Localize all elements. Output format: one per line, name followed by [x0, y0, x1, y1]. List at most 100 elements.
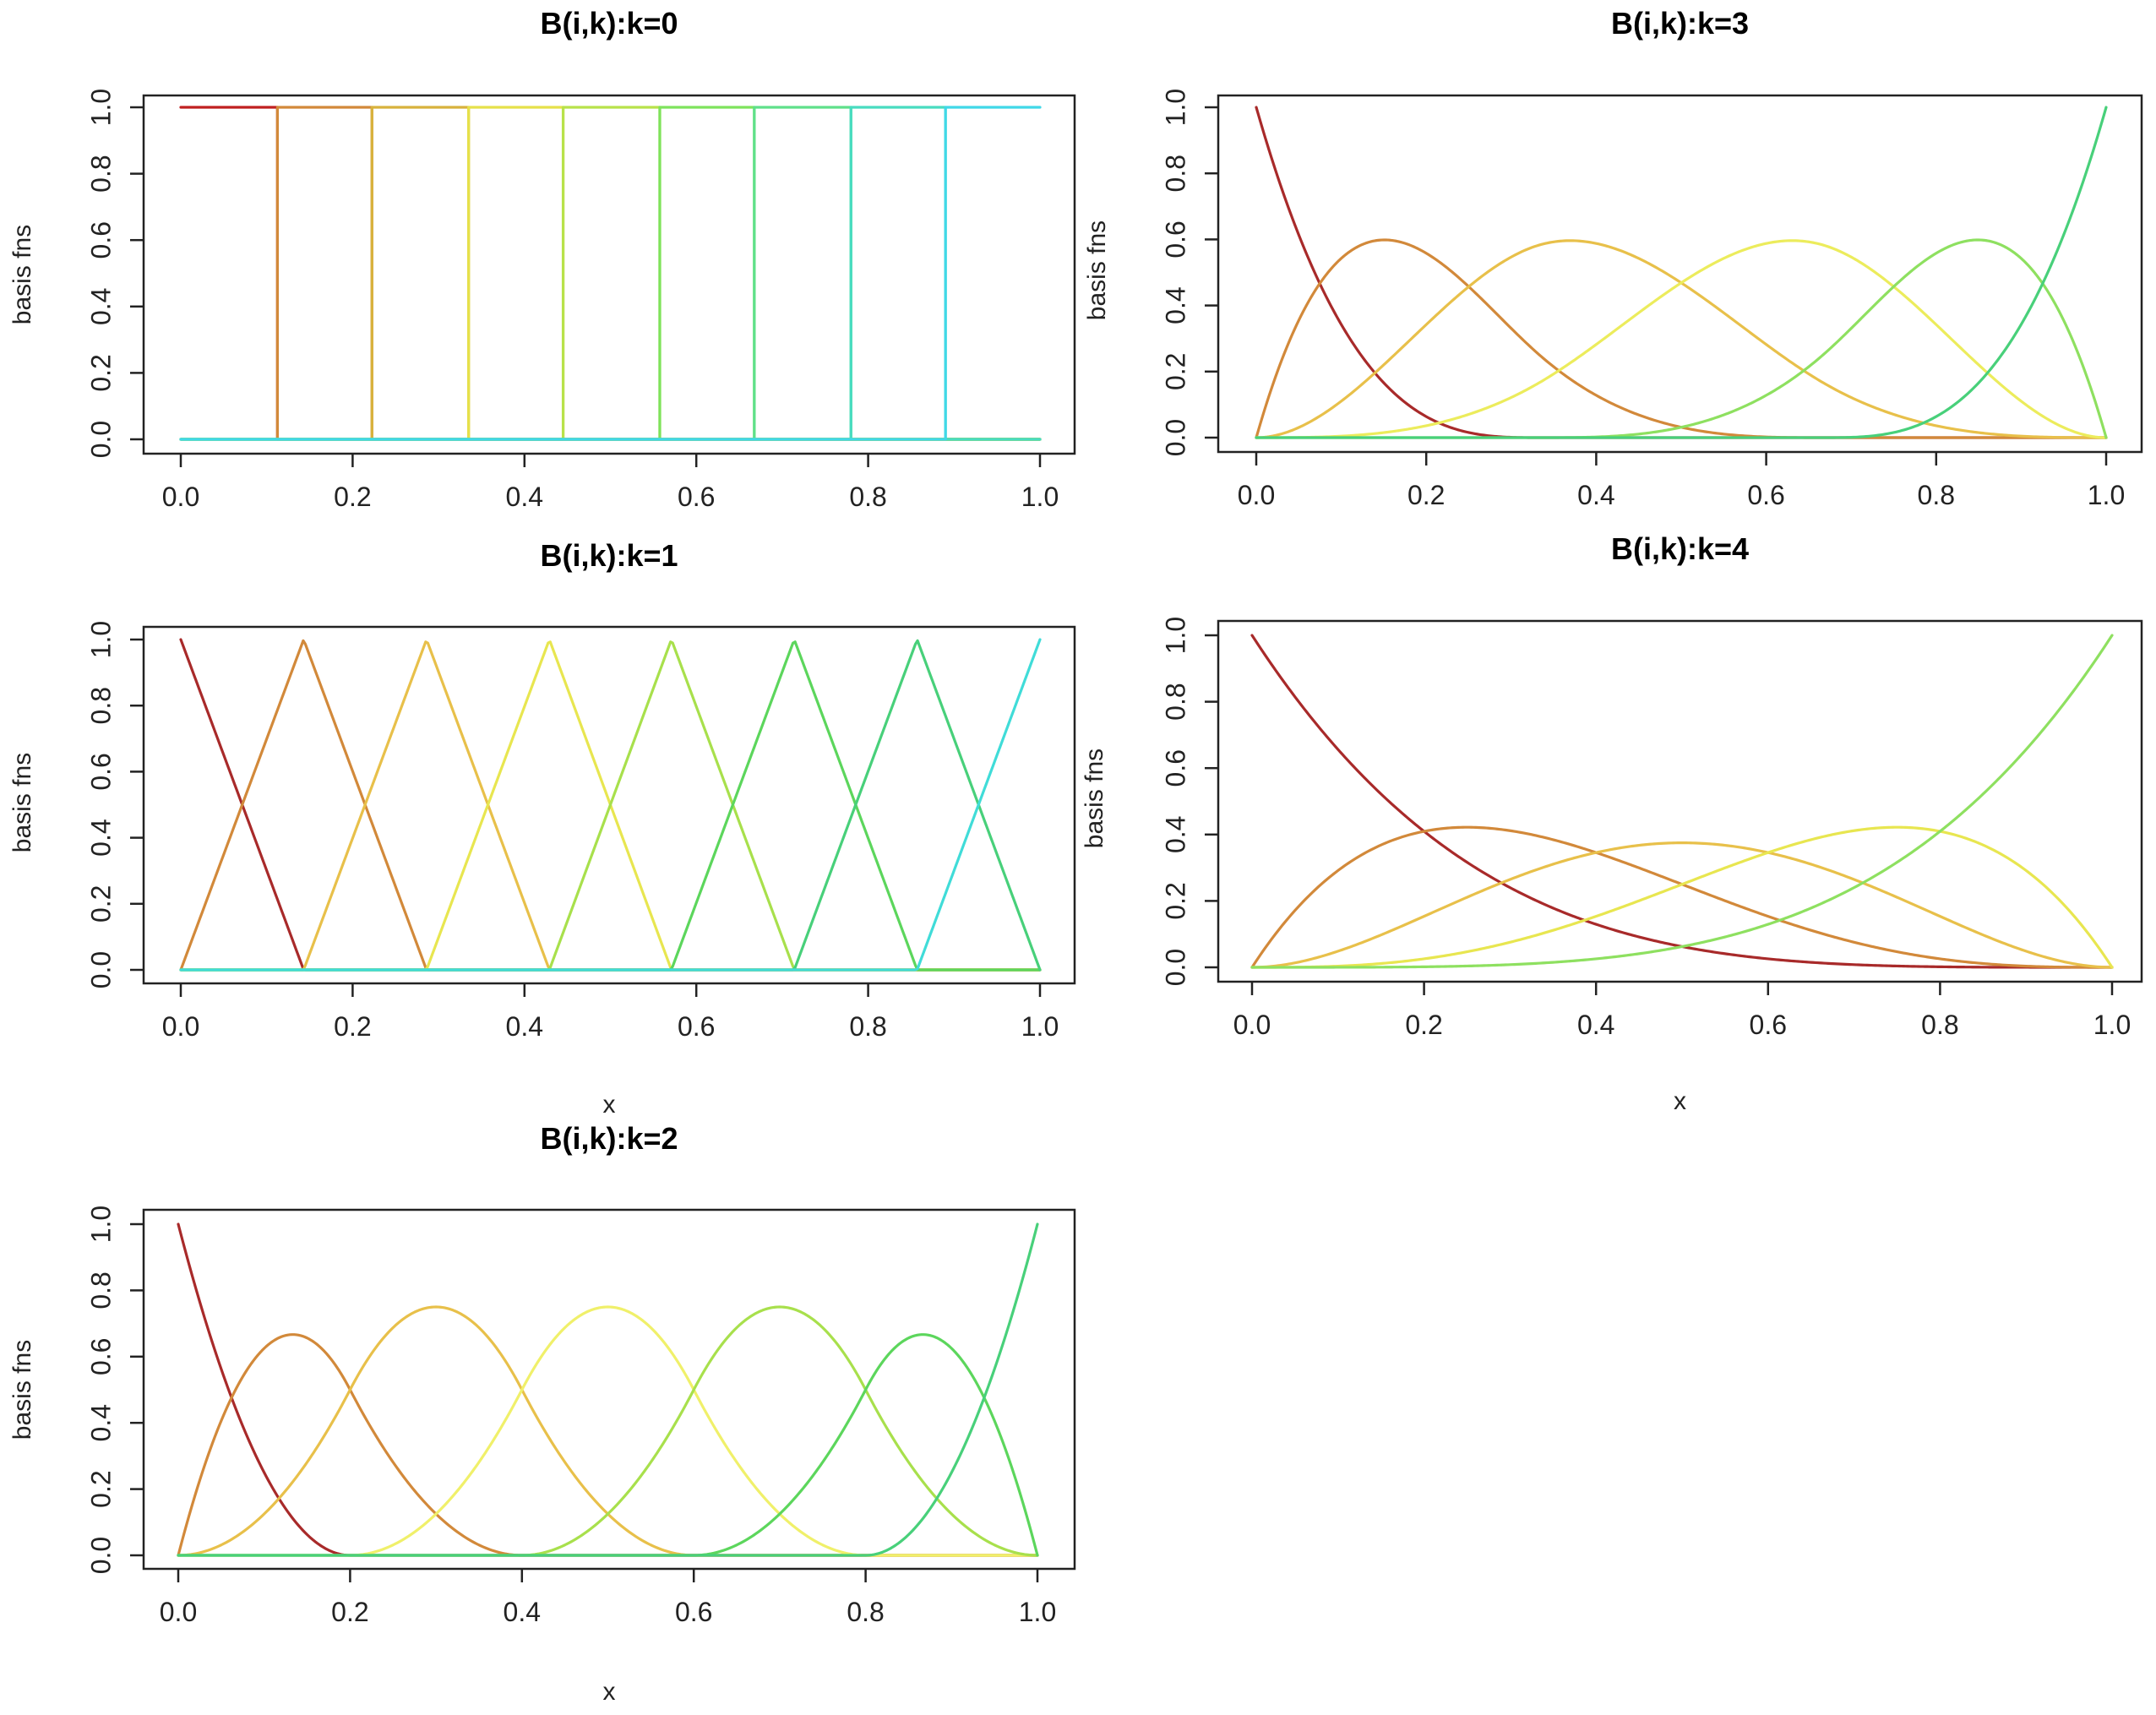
x-tick-label: 0.2 — [334, 1011, 371, 1042]
panel-title: B(i,k):k=1 — [540, 538, 678, 573]
y-tick-label: 0.6 — [85, 221, 116, 259]
y-tick-label: 0.2 — [1160, 353, 1190, 390]
x-tick-label: 0.8 — [1921, 1010, 1958, 1040]
x-tick-label: 0.0 — [162, 482, 199, 512]
y-tick-label: 0.4 — [1160, 816, 1190, 853]
y-tick-label: 0.0 — [1160, 949, 1190, 986]
x-tick-label: 0.6 — [675, 1597, 712, 1627]
panel-4: B(i,k):k=4 0.0 0.2 0.4 0.6 0.8 1.0 0.0 0.2 0.4 0.6… — [1081, 531, 2143, 1115]
x-tick-label: 0.0 — [160, 1597, 197, 1627]
x-tick-label: 0.4 — [506, 482, 543, 512]
x-tick-label: 0.8 — [849, 1011, 886, 1042]
basis-curve — [177, 1333, 1039, 1557]
basis-curve — [1255, 238, 2108, 439]
y-tick-label: 0.8 — [1160, 683, 1190, 720]
y-tick-label: 0.0 — [85, 1537, 116, 1574]
x-tick-label: 0.8 — [849, 482, 886, 512]
y-tick-label: 0.4 — [85, 819, 116, 856]
basis-curve — [179, 106, 1042, 441]
x-tick-label: 1.0 — [1021, 482, 1059, 512]
y-tick-label: 0.8 — [85, 1271, 116, 1309]
x-tick-label: 0.4 — [504, 1597, 541, 1627]
plot-frame — [142, 625, 1076, 985]
basis-curve — [179, 106, 1042, 441]
basis-curve — [179, 106, 1042, 441]
y-tick-label: 0.2 — [85, 354, 116, 391]
basis-curve — [1255, 239, 2108, 439]
basis-curve — [179, 640, 1042, 972]
basis-curve — [179, 106, 1042, 441]
basis-curve — [179, 106, 1042, 441]
x-tick-label: 1.0 — [2088, 480, 2125, 510]
plot-frame — [142, 94, 1076, 455]
y-tick-label: 0.0 — [85, 421, 116, 458]
basis-curve — [1255, 106, 2108, 439]
panel-2: B(i,k):k=2 0.0 0.2 0.4 0.6 0.8 1.0 0.0 0.2 0.4 0.6… — [8, 1121, 1076, 1706]
x-tick-label: 0.0 — [1238, 480, 1275, 510]
basis-curve — [177, 1305, 1039, 1557]
basis-curve — [1255, 239, 2108, 439]
basis-curve — [1250, 841, 2114, 969]
basis-curve — [177, 1222, 1039, 1557]
plot-frame — [1217, 619, 2143, 983]
x-tick-label: 0.6 — [678, 1011, 715, 1042]
panel-0: B(i,k):k=0 0.0 0.2 0.4 0.6 0.8 1.0 0.0 0.2 0.4 0.6… — [8, 6, 1076, 512]
basis-curve — [179, 106, 1042, 441]
basis-curve — [179, 106, 1042, 441]
y-tick-label: 0.6 — [1160, 749, 1190, 787]
y-tick-label: 1.0 — [1160, 617, 1190, 654]
x-tick-label: 0.2 — [1407, 480, 1445, 510]
y-tick-label: 0.4 — [85, 288, 116, 325]
plot-frame — [142, 1208, 1076, 1571]
x-axis-label: x — [603, 1091, 616, 1119]
y-tick-label: 0.4 — [1160, 286, 1190, 324]
panel-3: B(i,k):k=3 0.0 0.2 0.4 0.6 0.8 1.0 0.0 0.2 0.4 0.6… — [1083, 6, 2143, 510]
basis-curve — [177, 1333, 1039, 1557]
basis-curve — [1255, 106, 2108, 439]
basis-curve — [177, 1222, 1039, 1557]
x-axis-label: x — [1674, 1087, 1686, 1115]
x-tick-label: 0.4 — [1577, 1010, 1614, 1040]
y-tick-label: 0.2 — [85, 1470, 116, 1507]
y-axis-label: basis fns — [1083, 220, 1111, 320]
y-tick-label: 1.0 — [85, 1206, 116, 1243]
panel-title: B(i,k):k=3 — [1611, 6, 1749, 41]
x-tick-label: 0.4 — [1577, 480, 1614, 510]
y-tick-label: 0.6 — [1160, 220, 1190, 258]
x-tick-label: 0.0 — [1233, 1010, 1271, 1040]
y-tick-label: 1.0 — [1160, 89, 1190, 126]
basis-curve — [179, 106, 1042, 441]
basis-curve — [1250, 634, 2114, 969]
x-axis-label: x — [603, 1678, 616, 1706]
y-tick-label: 1.0 — [85, 621, 116, 658]
y-tick-label: 0.8 — [85, 687, 116, 724]
basis-curve — [177, 1305, 1039, 1557]
x-tick-label: 1.0 — [1019, 1597, 1056, 1627]
x-tick-label: 0.0 — [162, 1011, 199, 1042]
x-tick-label: 1.0 — [2093, 1010, 2131, 1040]
basis-curve — [177, 1305, 1039, 1557]
x-tick-label: 0.6 — [678, 482, 715, 512]
x-tick-label: 0.6 — [1750, 1010, 1787, 1040]
x-tick-label: 0.4 — [506, 1011, 543, 1042]
y-tick-label: 0.6 — [85, 753, 116, 790]
y-axis-label: basis fns — [8, 753, 36, 852]
x-tick-label: 0.8 — [847, 1597, 884, 1627]
panel-1: B(i,k):k=1 0.0 0.2 0.4 0.6 0.8 1.0 0.0 0.2 0.4 0.6… — [8, 538, 1076, 1119]
basis-curve — [179, 638, 1042, 972]
y-tick-label: 1.0 — [85, 89, 116, 126]
x-tick-label: 0.8 — [1918, 480, 1955, 510]
basis-curve — [1250, 825, 2114, 969]
x-tick-label: 0.2 — [1405, 1010, 1442, 1040]
plot-frame — [1217, 94, 2143, 454]
basis-curve — [1250, 634, 2114, 969]
x-tick-label: 0.2 — [331, 1597, 368, 1627]
y-tick-label: 0.2 — [85, 885, 116, 923]
panel-title: B(i,k):k=2 — [540, 1121, 678, 1156]
basis-curve — [179, 106, 1042, 441]
y-tick-label: 0.0 — [85, 951, 116, 988]
x-tick-label: 0.2 — [334, 482, 371, 512]
y-axis-label: basis fns — [8, 1340, 36, 1440]
x-tick-label: 0.6 — [1747, 480, 1784, 510]
